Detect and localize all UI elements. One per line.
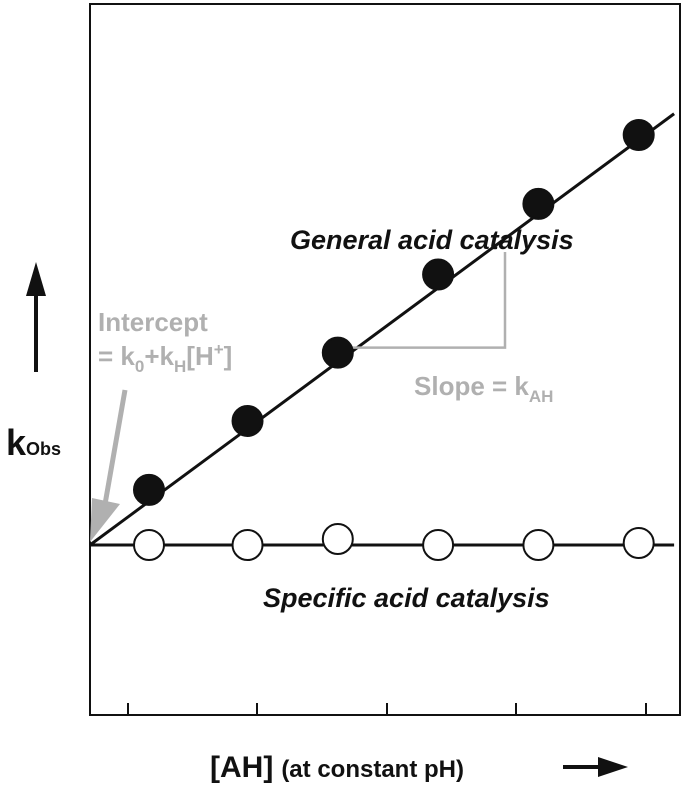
general-acid-point: [422, 258, 455, 291]
x-axis-label: [AH] (at constant pH): [210, 751, 464, 784]
general-acid-point: [231, 404, 264, 437]
specific-acid-point: [321, 523, 354, 555]
specific-acid-point: [622, 527, 655, 559]
y-axis-arrow: [26, 262, 46, 372]
general-acid-point: [133, 473, 165, 506]
general-acid-fit-line: [89, 112, 675, 547]
x-ticks: [127, 703, 647, 715]
specific-acid-point: [522, 529, 555, 561]
intercept-equation: = k0+kH[H+]: [98, 340, 232, 376]
intercept-label: Intercept: [98, 307, 208, 337]
data-markers: [133, 119, 655, 561]
general-acid-point: [622, 119, 655, 151]
specific-acid-point: [133, 529, 165, 561]
x-axis-arrow: [563, 757, 628, 777]
slope-connector-line: [337, 252, 507, 349]
plot-frame: [89, 3, 681, 716]
intercept-arrow: [90, 389, 128, 542]
slope-label: Slope = kAH: [414, 371, 553, 406]
y-axis-label: kObs: [6, 422, 61, 463]
general-acid-point: [522, 187, 555, 220]
legend-specific-acid: Specific acid catalysis: [263, 583, 550, 613]
specific-acid-point: [422, 529, 455, 561]
specific-acid-point: [231, 529, 264, 561]
general-acid-point: [321, 336, 354, 369]
legend-general-acid: General acid catalysis: [290, 225, 574, 255]
